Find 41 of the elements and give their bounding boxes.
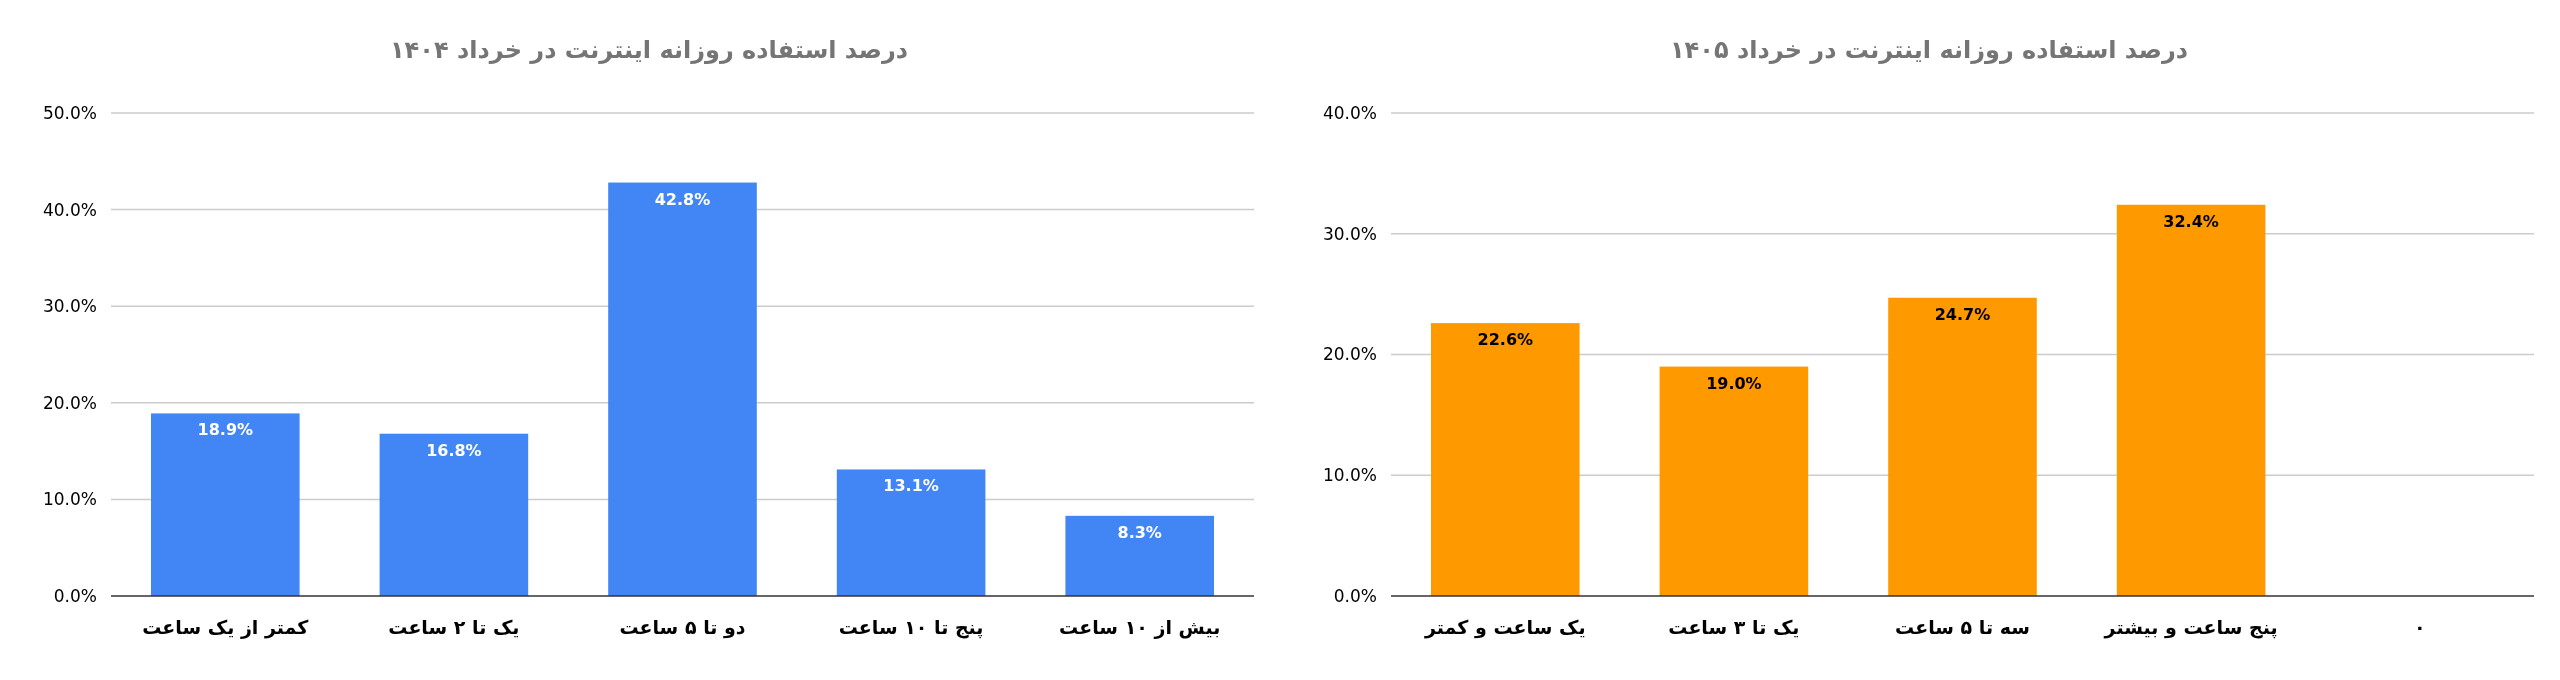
y-tick-label: 30.0% bbox=[42, 296, 97, 317]
data-label: 42.8% bbox=[654, 189, 711, 209]
x-tick-label: بیش از ۱۰ ساعت bbox=[1059, 616, 1221, 639]
chart-title: درصد استفاده روزانه اینترنت در خرداد ۱۴۰۴ bbox=[389, 36, 909, 64]
x-tick-label: پنج ساعت و بیشتر bbox=[2103, 616, 2278, 639]
bar bbox=[1431, 323, 1580, 596]
y-tick-label: 40.0% bbox=[1322, 102, 1377, 123]
data-label: 18.9% bbox=[197, 420, 254, 440]
x-tick-label: ۰ bbox=[2413, 616, 2426, 638]
data-label: 22.6% bbox=[1477, 330, 1534, 350]
y-tick-label: 10.0% bbox=[42, 489, 97, 510]
x-tick-label: یک تا ۲ ساعت bbox=[388, 616, 520, 638]
x-tick-label: کمتر از یک ساعت bbox=[142, 616, 310, 639]
data-label: 19.0% bbox=[1706, 373, 1762, 393]
bar bbox=[2116, 204, 2266, 596]
y-tick-label: 40.0% bbox=[42, 199, 97, 220]
y-tick-label: 0.0% bbox=[53, 585, 97, 606]
chart-title: درصد استفاده روزانه اینترنت در خرداد ۱۴۰۵ bbox=[1669, 36, 2189, 64]
bar bbox=[1065, 515, 1214, 596]
y-tick-label: 0.0% bbox=[1333, 585, 1377, 606]
bar bbox=[608, 182, 757, 596]
data-label: 8.3% bbox=[1117, 522, 1162, 542]
bar bbox=[836, 469, 986, 596]
bar bbox=[1888, 297, 2037, 596]
bar bbox=[1659, 366, 1809, 596]
x-tick-label: دو تا ۵ ساعت bbox=[619, 616, 746, 639]
data-label: 13.1% bbox=[883, 476, 939, 496]
y-tick-label: 30.0% bbox=[1322, 223, 1377, 244]
data-label: 24.7% bbox=[1934, 304, 1991, 324]
x-tick-label: یک ساعت و کمتر bbox=[1424, 616, 1586, 639]
bar bbox=[151, 413, 300, 596]
y-tick-label: 50.0% bbox=[42, 102, 97, 123]
y-tick-label: 20.0% bbox=[42, 392, 97, 413]
bar bbox=[379, 433, 529, 596]
data-label: 16.8% bbox=[426, 440, 482, 460]
y-tick-label: 10.0% bbox=[1322, 465, 1377, 486]
x-tick-label: سه تا ۵ ساعت bbox=[1895, 616, 2030, 638]
x-tick-label: پنج تا ۱۰ ساعت bbox=[838, 616, 984, 639]
x-tick-label: یک تا ۳ ساعت bbox=[1668, 616, 1800, 638]
y-tick-label: 20.0% bbox=[1322, 344, 1377, 365]
data-label: 32.4% bbox=[2163, 211, 2219, 231]
